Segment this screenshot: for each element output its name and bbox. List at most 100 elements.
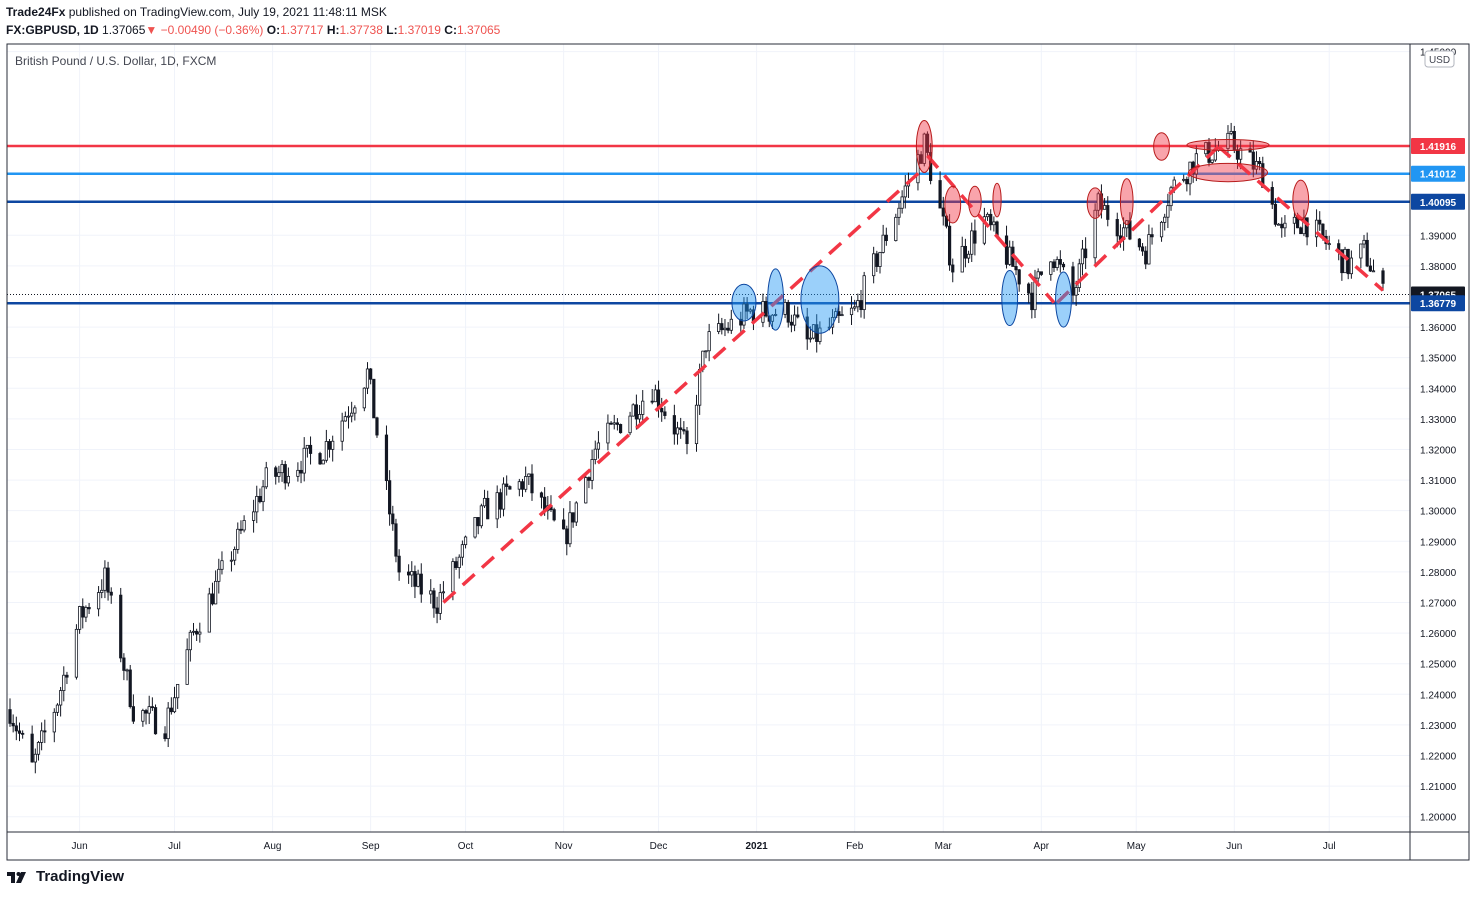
candle-body <box>185 649 189 685</box>
candle-body <box>264 467 268 488</box>
candle-body <box>679 427 683 430</box>
x-tick-label: Jul <box>168 841 181 852</box>
candle-body <box>372 378 376 419</box>
y-tick-label: 1.32000 <box>1420 445 1457 456</box>
candle-body <box>717 323 721 332</box>
candle-body <box>720 323 724 331</box>
candle-body <box>501 483 506 510</box>
high-label: H: <box>326 23 340 37</box>
candle-body <box>1103 205 1107 210</box>
candle-body <box>96 592 101 610</box>
brand-name: TradingView <box>36 868 125 885</box>
price-change: −0.00490 (−0.36%) <box>160 23 264 37</box>
candle-body <box>1004 235 1009 265</box>
y-tick-label: 1.39000 <box>1420 231 1457 242</box>
candle-body <box>1235 149 1240 160</box>
candle-body <box>365 368 370 389</box>
candle-body <box>1182 178 1186 181</box>
candle-body <box>615 422 620 425</box>
candle-body <box>77 606 82 630</box>
chart-frame <box>6 43 1470 861</box>
y-tick-label: 1.21000 <box>1420 782 1457 793</box>
candle-body <box>565 528 569 545</box>
candle-body <box>849 307 854 316</box>
candle-body <box>153 707 158 735</box>
candle-body <box>217 568 221 582</box>
candle-body <box>663 411 667 416</box>
support-marker <box>1001 269 1019 327</box>
candle-body <box>128 669 132 708</box>
resistance-marker <box>968 185 982 218</box>
candle-body <box>672 415 676 435</box>
candle-body <box>1349 257 1353 275</box>
candle-body <box>606 422 610 444</box>
candle-body <box>8 709 12 724</box>
candle-body <box>859 300 863 311</box>
candle-body <box>498 492 502 510</box>
tradingview-logo[interactable]: TradingView <box>6 868 124 885</box>
candle-body <box>634 404 638 420</box>
resistance-marker <box>1153 132 1170 161</box>
support-marker <box>800 265 840 334</box>
y-tick-label: 1.25000 <box>1420 660 1457 671</box>
candle-body <box>1036 271 1040 279</box>
candle-body <box>1093 209 1097 259</box>
candle-body <box>81 606 85 618</box>
candle-body <box>571 512 575 523</box>
candle-body <box>875 253 879 267</box>
candle-body <box>1163 216 1167 223</box>
currency-button[interactable]: USD <box>1424 50 1455 68</box>
candle-body <box>1340 249 1344 274</box>
candle-body <box>258 495 262 503</box>
candle-body <box>1362 239 1366 245</box>
candle-body <box>1277 223 1281 226</box>
x-tick-label: Feb <box>846 841 864 852</box>
candle-body <box>989 213 993 226</box>
resistance-marker <box>944 185 962 224</box>
candle-body <box>100 589 104 593</box>
candle-body <box>1027 283 1031 294</box>
candle-body <box>1251 151 1255 170</box>
time-axis[interactable]: Jun Jul Aug Sep Oct Nov Dec 2021 Feb Mar Apr May Jun… <box>72 841 1336 852</box>
candle-body <box>346 415 351 418</box>
candle-body <box>119 594 123 659</box>
y-tick-label: 1.23000 <box>1420 721 1457 732</box>
price-axis[interactable]: 1.20000 1.21000 1.22000 1.23000 1.24000 1.250… <box>1420 48 1457 824</box>
candle-body <box>1232 130 1236 151</box>
candle-body <box>1258 161 1262 165</box>
candle-body <box>324 441 328 461</box>
candle-body <box>729 318 733 331</box>
candle-body <box>1270 187 1274 205</box>
candle-body <box>770 314 775 322</box>
candle-body <box>106 567 110 593</box>
candle-body <box>707 331 711 352</box>
candle-body <box>527 473 531 477</box>
candle-body <box>463 536 468 546</box>
candle-body <box>147 706 151 714</box>
candle-body <box>40 730 44 743</box>
candle-body <box>432 590 436 609</box>
candle-body <box>482 497 487 507</box>
high-value: 1.37738 <box>339 23 383 37</box>
trend-lines <box>442 145 1385 604</box>
candle-body <box>685 430 689 445</box>
trend-line <box>1217 145 1385 292</box>
candle-body <box>862 275 866 311</box>
candle-body <box>1049 261 1053 275</box>
candle-body <box>87 607 91 610</box>
candle-body <box>1359 243 1363 259</box>
publish-info: Trade24Fx published on TradingView.com, … <box>6 5 387 19</box>
resistance-marker <box>992 182 1002 218</box>
candle-body <box>878 252 882 267</box>
published-text: published on TradingView.com, July 19, 2… <box>68 5 387 19</box>
candle-body <box>1084 248 1088 259</box>
x-tick-label: Nov <box>555 841 573 852</box>
candle-body <box>587 477 591 481</box>
candle-body <box>650 400 654 403</box>
candle-body <box>966 253 971 259</box>
candle-body <box>122 657 126 671</box>
candle-body <box>277 472 281 477</box>
candle-body <box>853 306 857 309</box>
candle-body <box>321 459 325 465</box>
